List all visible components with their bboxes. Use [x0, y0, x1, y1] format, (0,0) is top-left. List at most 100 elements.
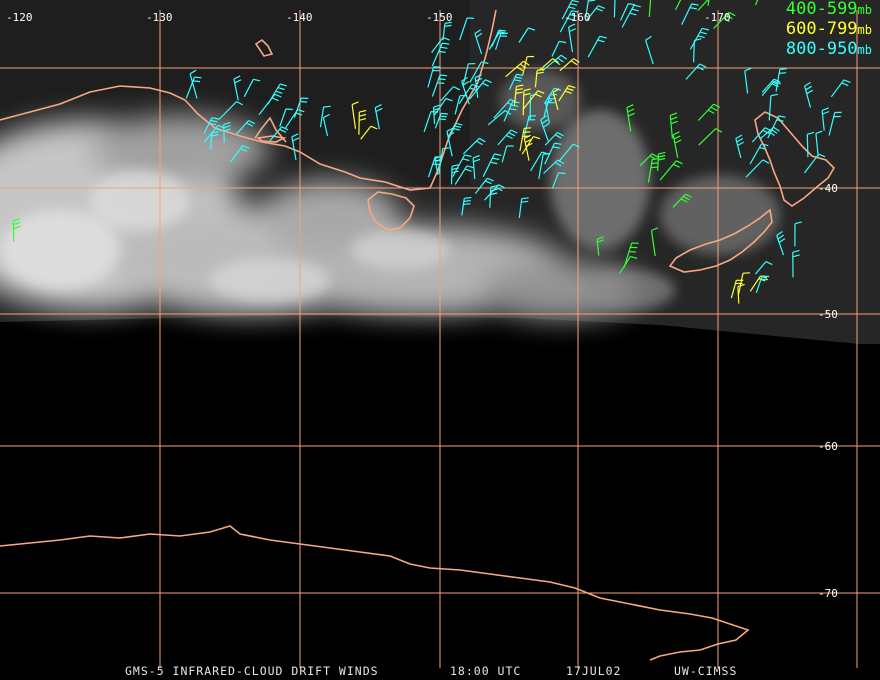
wind-barb [585, 0, 596, 17]
wind-barb-feather [552, 58, 559, 63]
wind-barb-shaft [745, 159, 764, 178]
wind-barb-feather [650, 166, 658, 169]
wind-barb [474, 74, 483, 98]
wind-barb-shaft [804, 153, 820, 174]
wind-barb [518, 27, 536, 43]
wind-barb-feather [462, 158, 470, 162]
wind-barb [322, 113, 330, 137]
wind-barb [697, 0, 709, 12]
wind-barb-feather [658, 151, 666, 155]
wind-barb-feather [558, 172, 566, 175]
coastlines [0, 9, 836, 661]
wind-barb [689, 27, 710, 50]
wind-barb-shaft [440, 86, 454, 102]
wind-barb-feather [658, 154, 666, 158]
wind-barb-feather [439, 115, 447, 118]
wind-barb-feather [761, 278, 769, 281]
wind-barb-feather [524, 134, 531, 139]
wind-barb-feather [492, 157, 500, 161]
wind-barb-feather [628, 3, 636, 6]
wind-barb-feather [770, 93, 778, 97]
wind-barb-feather [710, 106, 718, 112]
wind-barb-feather [804, 81, 812, 87]
wind-barb-feather [375, 107, 383, 113]
wind-barb-feather [484, 180, 492, 185]
wind-barb-shaft [697, 0, 709, 12]
wind-barb-feather [490, 161, 498, 165]
wind-barb [645, 35, 654, 65]
wind-barb-feather [773, 78, 781, 83]
wind-barb [472, 154, 481, 179]
latitude-label: -60 [818, 440, 838, 453]
wind-barb-feather [442, 36, 450, 41]
wind-barb-feather [453, 86, 461, 91]
wind-barb-shaft [218, 101, 238, 120]
wind-barb-feather [434, 155, 442, 160]
wind-barb-feather [295, 112, 303, 116]
wind-barb-shaft [698, 128, 717, 146]
wind-barb-feather [277, 87, 285, 91]
wind-barb-feather [597, 239, 605, 243]
wind-barb-feather [271, 97, 279, 102]
wind-barb [319, 105, 331, 128]
wind-barb-feather [628, 112, 635, 117]
wind-barb-feather [236, 100, 243, 106]
wind-barb-feather [822, 110, 830, 115]
wind-barb [755, 275, 770, 293]
wind-barb-feather [779, 72, 787, 74]
wind-barb-feather [737, 141, 744, 147]
wind-barb-feather [702, 27, 710, 31]
wind-barb [568, 23, 576, 53]
wind-barb [497, 129, 518, 146]
wind-barb-feather [211, 134, 219, 137]
wind-barb-feather [521, 200, 529, 203]
wind-barb-feather [430, 111, 439, 113]
wind-barb-feather [568, 85, 576, 89]
wind-barb-feather [192, 80, 201, 83]
wind-barb-feather [776, 231, 783, 236]
wind-barb-feather [490, 192, 498, 196]
wind-barb [203, 117, 220, 134]
wind-barb-shaft [319, 106, 325, 128]
wind-barb-feather [494, 153, 502, 156]
wind-barb-shaft [438, 148, 444, 174]
wind-barb-feather [557, 57, 564, 63]
wind-barb-feather [670, 120, 678, 125]
wind-barb-feather [807, 131, 815, 135]
wind-barb-shaft [815, 133, 819, 157]
wind-barb-feather [821, 107, 829, 111]
wind-barb-feather [504, 110, 512, 115]
wind-barb-feather [778, 238, 786, 243]
wind-barb-feather [285, 108, 293, 111]
wind-barb-feather [474, 29, 482, 35]
wind-barb-feather [815, 130, 823, 135]
wind-barb-feather [484, 79, 492, 84]
legend-unit: mb [857, 23, 872, 37]
wind-barb [754, 0, 759, 6]
wind-barb-feather [359, 113, 367, 117]
wind-barb-feather [359, 118, 367, 121]
wind-barb [230, 145, 250, 163]
wind-barb [650, 227, 659, 257]
wind-barb-feather [552, 88, 560, 93]
wind-barb-feather [670, 116, 678, 121]
wind-barb-feather [792, 254, 800, 258]
wind-barb [815, 130, 823, 157]
wind-barb-shaft [538, 154, 544, 180]
latitude-label: -50 [818, 308, 838, 321]
wind-barb [233, 75, 242, 101]
wind-barb [830, 79, 851, 98]
wind-barb-feather [13, 218, 21, 222]
wind-barb [431, 42, 450, 67]
wind-barb-feather [233, 75, 241, 80]
wind-barb-feather [13, 222, 21, 226]
wind-barb-feather [506, 134, 513, 140]
wind-barb [745, 159, 770, 178]
longitude-label: -130 [146, 11, 173, 24]
wind-barb-feather [771, 83, 779, 88]
wind-barb [518, 197, 529, 218]
wind-barb-feather [370, 125, 378, 130]
wind-barb [267, 83, 287, 105]
wind-barb-feather [761, 143, 769, 147]
wind-barb-shaft [423, 111, 432, 133]
